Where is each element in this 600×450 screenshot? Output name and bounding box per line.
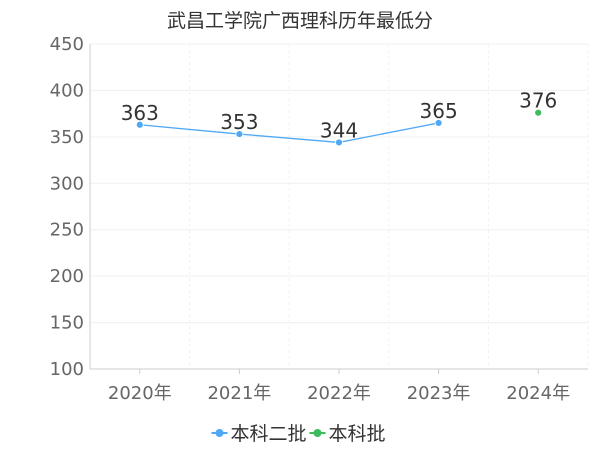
data-label: 353 (220, 110, 258, 134)
legend-marker (313, 429, 322, 437)
x-tick-label: 2024年 (506, 383, 570, 404)
data-label: 376 (519, 89, 557, 113)
data-point (135, 120, 144, 129)
chart-title: 武昌工学院广西理科历年最低分 (167, 10, 433, 32)
x-tick-label: 2022年 (307, 383, 371, 404)
y-tick-label: 100 (50, 359, 84, 380)
data-label-layer: 363 353 344 365 376 (121, 89, 558, 143)
data-label: 344 (320, 118, 358, 142)
x-tick-label: 2023年 (407, 383, 471, 404)
series-line (139, 122, 439, 144)
y-tick-label: 200 (50, 266, 84, 287)
grid-layer (89, 43, 589, 370)
legend-label: 本科批 (329, 423, 386, 445)
legend-marker (215, 429, 224, 437)
data-point (335, 138, 343, 147)
y-tick-label: 150 (50, 313, 84, 334)
series-layer (135, 108, 543, 147)
x-tick-label: 2021年 (207, 383, 271, 404)
legend: 本科二批 本科批 (211, 423, 386, 445)
x-tick-label: 2020年 (108, 383, 172, 404)
data-label: 365 (420, 99, 458, 123)
y-tick-label: 450 (50, 34, 84, 55)
axis-layer: 100 150 200 250 300 350 400 450 2020年 2021年 2022年 2… (50, 34, 588, 404)
y-tick-label: 400 (50, 80, 84, 101)
data-label: 363 (121, 101, 159, 125)
data-point (534, 108, 543, 117)
legend-label: 本科二批 (231, 423, 307, 445)
y-tick-label: 300 (50, 173, 84, 194)
y-tick-label: 250 (50, 220, 84, 241)
y-tick-label: 350 (50, 127, 84, 148)
data-point (434, 119, 443, 127)
data-point (235, 130, 244, 138)
